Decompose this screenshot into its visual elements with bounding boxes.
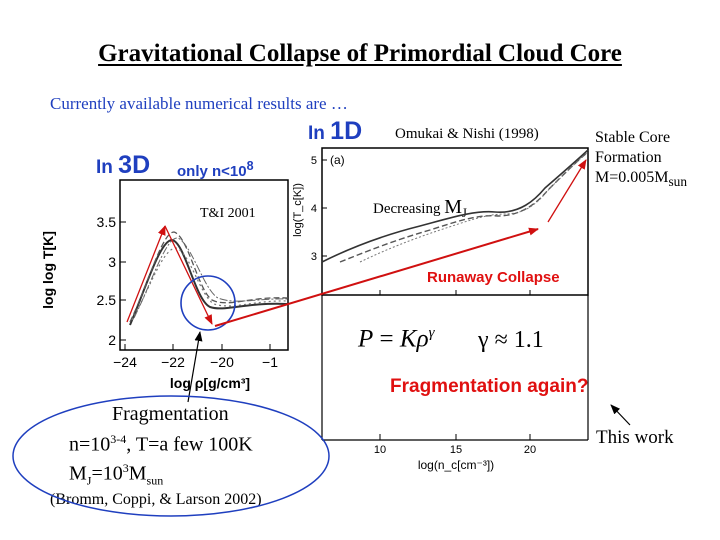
decreasing-mj: M [444,196,463,218]
frag-n: n=10 [69,433,111,456]
plot-3d-ytick: 2 [108,332,116,348]
decreasing-mj-sub: J [462,206,467,220]
slide-subtitle: Currently available numerical results ar… [50,94,348,113]
plot-1d-xtick: 20 [524,444,536,456]
in-3d-label: In 3D [96,151,150,180]
plot-3d-ytick: 3.5 [97,214,117,230]
ti-2001-label: T&I 2001 [200,206,256,221]
plot-1d-xtick: 10 [374,444,386,456]
formula-exp: γ [428,325,435,341]
frag-mj-end-sub: sun [146,473,164,488]
stable-line1: Stable Core [595,129,671,146]
plot-3d-fall-arrow [164,225,213,325]
decreasing-text: Decreasing [373,201,445,217]
fragmentation-heading: Fragmentation [112,403,229,425]
fragmentation-again-label: Fragmentation again? [390,376,589,397]
this-work-arrow [610,404,631,426]
plot-1d-xtick: 15 [450,444,462,456]
stable-mass: M=0.005M [595,169,669,186]
stable-line2: Formation [595,149,662,166]
fragmentation-jeans-mass: MJ=103Msun [69,461,163,489]
polytrope-formula: P = Kργ [358,325,435,353]
stable-core-label: Stable Core Formation M=0.005Msun [595,128,687,192]
plot-3d-xtick: −24 [113,354,137,370]
formula-k: Kρ [399,325,429,353]
plot-3d-curve-1 [129,238,289,326]
plot-3d-labels: 3.5 3 2.5 2 −24 −22 −20 −1 log ρ[g/cm³] … [40,214,278,391]
omukai-nishi-ref: Omukai & Nishi (1998) [395,126,539,142]
stable-mass-sub: sun [668,174,687,190]
gamma-value: γ ≈ 1.1 [478,327,544,353]
in-1d-dim: 1D [330,117,363,145]
plot-1d-bottom-ticks [379,434,531,440]
plot-1d-ytick: 3 [311,251,317,263]
plot-3d-xtick: −22 [161,354,185,370]
fragmentation-circle [180,275,236,331]
in-3d-dim: 3D [118,151,151,179]
stable-core-arrow [547,159,587,223]
plot-3d-curve-4 [133,237,289,319]
formula-eq: = [373,325,400,353]
in-3d-prefix: In [96,157,119,178]
this-work-label: This work [596,427,674,448]
formula-p: P [358,325,374,353]
frag-mj: M [69,462,87,485]
plot-1d-ylabel: log(T_c[K]) [292,183,304,237]
plot-1d-ytick: 5 [311,155,317,167]
plot-1d-panel-label: (a) [330,153,345,167]
slide-title: Gravitational Collapse of Primordial Clo… [98,40,622,67]
plot-3d-ytick: 3 [108,254,116,270]
only-density-note: only n<108 [177,159,254,180]
fragmentation-pointer-arrow [187,331,203,403]
plot-3d-ylabel: log log T[K] [40,231,56,309]
in-1d-label: In 1D [308,117,362,146]
frag-n-exp: 3-4 [110,432,127,446]
plot-3d-ytick: 2.5 [97,292,117,308]
plot-3d-rise-arrow [126,225,166,323]
plot-3d-xlabel: log ρ[g/cm³] [170,375,250,391]
only-note-exp: 8 [246,159,254,173]
in-1d-prefix: In [308,123,331,144]
fragmentation-density: n=103-4, T=a few 100K [69,432,253,457]
plot-3d-curve-2 [129,231,289,323]
decreasing-mj-label: Decreasing MJ [373,196,467,221]
frag-mj-end: M [128,462,147,485]
plot-1d-xlabel: log(n_c[cm⁻³]) [418,458,494,472]
plot-3d-xtick: −20 [210,354,234,370]
frag-n-suffix: , T=a few 100K [126,433,253,456]
bromm-citation: (Bromm, Coppi, & Larson 2002) [50,491,262,508]
plot-3d-xtick: −1 [262,354,278,370]
plot-3d-curve-3 [131,247,289,321]
stable-line3: M=0.005Msun [595,168,687,192]
runaway-collapse-label: Runaway Collapse [427,269,560,286]
plot-1d-ytick: 4 [311,203,317,215]
plot-3d-ticks [120,221,271,350]
only-note-text: only n<10 [177,163,247,180]
frag-mj-mid: =10 [91,462,123,485]
